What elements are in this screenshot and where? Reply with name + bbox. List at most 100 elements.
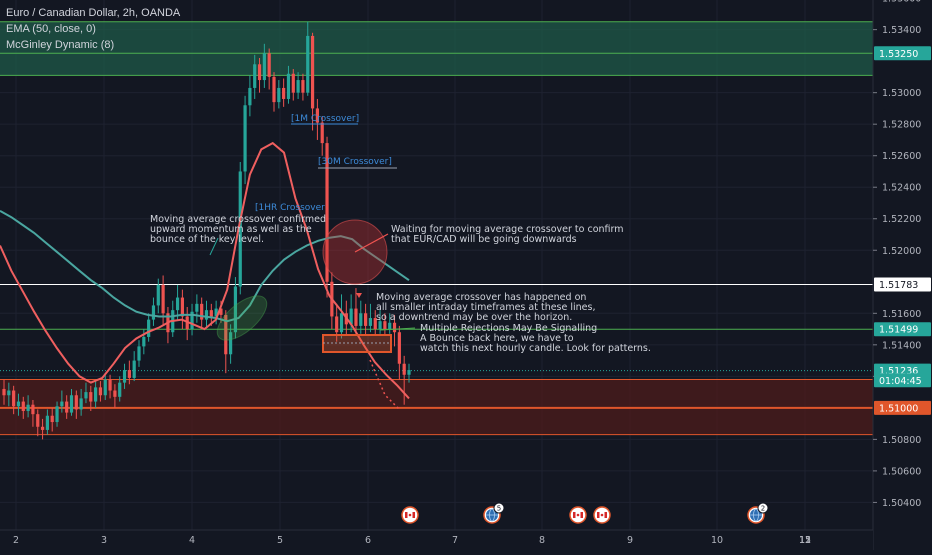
candle-body: [320, 122, 324, 144]
candle-body: [407, 370, 411, 375]
candle-body: [388, 322, 392, 330]
candle-body: [335, 316, 339, 333]
candle-body: [359, 313, 363, 326]
candle: [286, 65, 291, 104]
candle-body: [282, 87, 286, 99]
candle-body: [84, 392, 88, 399]
price-marker-box: [874, 46, 931, 61]
flag-left-bar: [573, 512, 576, 518]
crossover-1m-label: [1M Crossover]: [291, 114, 359, 124]
candle: [359, 300, 363, 334]
rejection-arrow: [379, 327, 416, 331]
canada-flag-icon[interactable]: [593, 506, 611, 524]
candle: [368, 303, 373, 333]
price-marker-box: [874, 400, 931, 415]
candle: [262, 43, 266, 88]
candle-body: [94, 387, 98, 402]
candle-body: [142, 336, 146, 347]
candle-body: [253, 64, 257, 88]
price-tick-label: 1.52800: [882, 120, 921, 131]
candle-body: [229, 332, 233, 355]
candle-body: [296, 80, 300, 93]
ema-indicator-label[interactable]: EMA (50, close, 0): [6, 23, 96, 35]
globe-icon[interactable]: [747, 502, 769, 524]
candle-body: [224, 314, 228, 355]
bounce-ellipse: [216, 295, 268, 341]
candle: [306, 21, 310, 96]
candle-body: [262, 53, 266, 81]
flag-leaf: [408, 513, 412, 517]
event-count-badge: [493, 502, 505, 514]
candle-body: [65, 401, 69, 413]
candle: [354, 288, 358, 336]
candle-body: [306, 35, 310, 93]
price-tick-label: 1.52200: [882, 214, 921, 225]
time-tick-label: 10: [711, 535, 723, 546]
time-tick-label: 3: [101, 535, 107, 546]
candle-body: [21, 401, 25, 412]
candle-body: [373, 318, 377, 330]
time-axis: [0, 530, 873, 550]
candle: [7, 382, 11, 407]
candle-body: [36, 414, 40, 427]
candle: [26, 395, 30, 418]
price-marker-label: 01:04:45: [879, 376, 922, 387]
candle: [50, 407, 54, 432]
candle: [180, 289, 184, 330]
price-tick-label: 1.50800: [882, 435, 921, 446]
candle-body: [26, 404, 30, 412]
candle-body: [301, 80, 305, 93]
candle: [12, 385, 16, 415]
candle: [402, 355, 406, 405]
candle: [190, 303, 194, 336]
note-wait-line: Waiting for moving average crossover to …: [391, 224, 624, 235]
price-tick-label: 1.51400: [882, 340, 921, 351]
time-tick-label: 15: [799, 535, 811, 546]
note-happened-line: all smaller intraday timeframes at these…: [376, 302, 596, 313]
note-happened-line: Moving average crossover has happened on: [376, 292, 586, 303]
canada-flag-icon[interactable]: [569, 506, 587, 524]
price-tick-label: 1.52400: [882, 183, 921, 194]
flag-right-bar: [580, 512, 583, 518]
candle: [132, 351, 136, 382]
candle-body: [175, 297, 180, 311]
mcginley-indicator-label[interactable]: McGinley Dynamic (8): [6, 39, 115, 51]
candle: [364, 303, 368, 336]
candle-body: [291, 73, 295, 93]
symbol-title[interactable]: Euro / Canadian Dollar, 2h, OANDA: [6, 7, 181, 19]
price-tick-label: 1.52000: [882, 246, 921, 257]
bounce-arrow: [209, 237, 219, 256]
price-marker-label: 1.53250: [879, 49, 918, 60]
globe-icon[interactable]: [483, 502, 505, 524]
candle: [388, 313, 392, 334]
candle: [195, 294, 199, 323]
candle-body: [364, 313, 368, 326]
price-marker-box: [874, 277, 931, 292]
candle-body: [132, 360, 136, 378]
candle-body: [349, 308, 353, 325]
candle-body: [277, 87, 281, 103]
canada-flag-icon[interactable]: [401, 506, 419, 524]
crossover-30m-label: [30M Crossover]: [318, 157, 392, 167]
candle-body: [402, 363, 406, 375]
candle-body: [233, 286, 238, 333]
candle-body: [180, 297, 184, 317]
candle-body: [45, 415, 49, 430]
candle-body: [103, 379, 107, 396]
note-happened-line: so a downtrend may be over the horizon.: [376, 312, 572, 323]
candle: [79, 388, 83, 416]
flag-leaf: [600, 513, 604, 517]
candle-body: [2, 388, 6, 396]
candle-body: [248, 87, 252, 106]
candle: [40, 418, 45, 440]
time-tick-label: 5: [277, 535, 283, 546]
candle-body: [127, 370, 131, 378]
time-tick-label: 11: [799, 535, 811, 546]
candle-body: [310, 35, 315, 109]
candle: [238, 162, 242, 295]
wait-arrow: [354, 233, 389, 253]
candle: [31, 399, 35, 427]
down-marker: [356, 293, 362, 298]
